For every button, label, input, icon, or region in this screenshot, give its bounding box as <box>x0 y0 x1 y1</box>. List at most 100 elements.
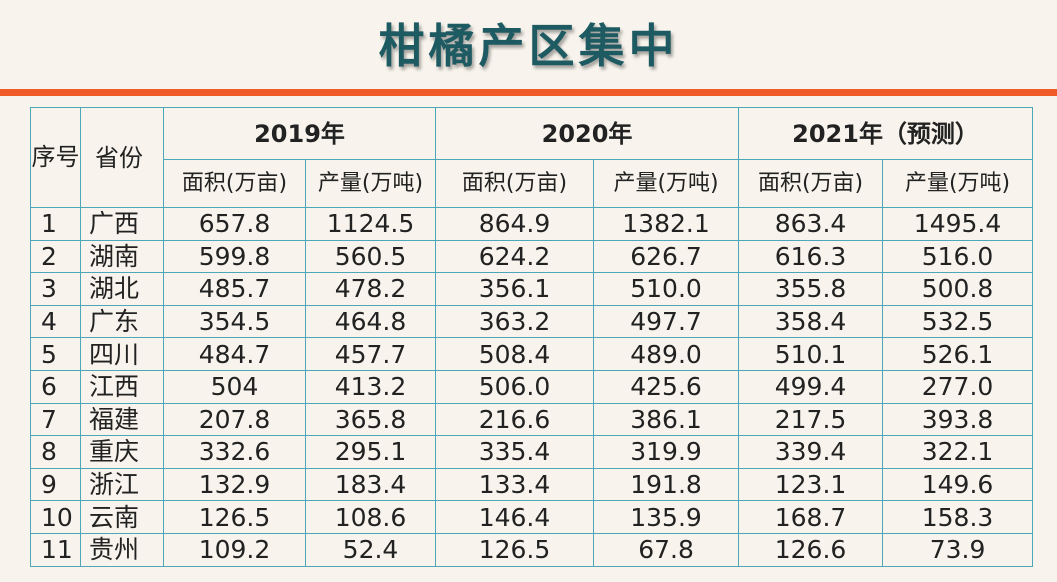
value-cell: 363.2 <box>435 304 595 339</box>
value-cell: 508.4 <box>435 337 595 371</box>
province: 贵州 <box>80 532 164 567</box>
column-header: 面积(万亩) <box>435 159 595 208</box>
province: 广西 <box>80 207 164 241</box>
value-cell: 339.4 <box>738 435 884 469</box>
table-row: 4 广东 354.5 464.8 363.2 497.7 358.4 532.5 <box>30 304 1034 339</box>
value-cell: 386.1 <box>593 402 740 437</box>
value-cell: 126.5 <box>163 500 306 534</box>
value-cell: 149.6 <box>882 467 1034 502</box>
row-index: 9 <box>30 467 81 502</box>
year-header: 2020年 <box>435 107 740 160</box>
value-cell: 358.4 <box>738 304 884 339</box>
table-row: 3 湖北 485.7 478.2 356.1 510.0 355.8 500.8 <box>30 272 1034 306</box>
year-header: 2021年（预测） <box>738 107 1034 160</box>
row-index: 3 <box>30 272 81 306</box>
value-cell: 216.6 <box>435 402 595 437</box>
value-cell: 168.7 <box>738 500 884 534</box>
table-row: 7 福建 207.8 365.8 216.6 386.1 217.5 393.8 <box>30 402 1034 437</box>
province: 四川 <box>80 337 164 371</box>
column-header: 面积(万亩) <box>738 159 884 208</box>
value-cell: 183.4 <box>304 467 437 502</box>
column-header: 产量(万吨) <box>304 159 437 208</box>
row-index: 11 <box>30 532 81 567</box>
row-index: 5 <box>30 337 81 371</box>
divider <box>0 89 1057 96</box>
table-row: 8 重庆 332.6 295.1 335.4 319.9 339.4 322.1 <box>30 435 1034 469</box>
province: 重庆 <box>80 435 164 469</box>
value-cell: 504 <box>163 369 306 404</box>
data-table: 序号 省份 2019年 2020年 2021年（预测） 面积(万亩) 产量(万吨)… <box>30 107 1034 567</box>
value-cell: 126.5 <box>435 532 595 567</box>
province: 湖北 <box>80 272 164 306</box>
province: 浙江 <box>80 467 164 502</box>
value-cell: 277.0 <box>882 369 1034 404</box>
column-header: 产量(万吨) <box>593 159 740 208</box>
value-cell: 217.5 <box>738 402 884 437</box>
row-index: 1 <box>30 207 81 241</box>
value-cell: 864.9 <box>435 207 595 241</box>
value-cell: 657.8 <box>163 207 306 241</box>
value-cell: 484.7 <box>163 337 306 371</box>
value-cell: 319.9 <box>593 435 740 469</box>
province: 湖南 <box>80 239 164 274</box>
table-row: 6 江西 504 413.2 506.0 425.6 499.4 277.0 <box>30 369 1034 404</box>
value-cell: 295.1 <box>304 435 437 469</box>
row-index: 6 <box>30 369 81 404</box>
value-cell: 393.8 <box>882 402 1034 437</box>
value-cell: 526.1 <box>882 337 1034 371</box>
column-header: 产量(万吨) <box>882 159 1034 208</box>
value-cell: 624.2 <box>435 239 595 274</box>
province-header: 省份 <box>80 107 164 208</box>
table-row: 11 贵州 109.2 52.4 126.5 67.8 126.6 73.9 <box>30 532 1034 567</box>
value-cell: 108.6 <box>304 500 437 534</box>
value-cell: 560.5 <box>304 239 437 274</box>
value-cell: 332.6 <box>163 435 306 469</box>
value-cell: 132.9 <box>163 467 306 502</box>
row-index: 10 <box>30 500 81 534</box>
province: 云南 <box>80 500 164 534</box>
value-cell: 485.7 <box>163 272 306 306</box>
value-cell: 126.6 <box>738 532 884 567</box>
value-cell: 67.8 <box>593 532 740 567</box>
value-cell: 207.8 <box>163 402 306 437</box>
value-cell: 510.0 <box>593 272 740 306</box>
table-row: 1 广西 657.8 1124.5 864.9 1382.1 863.4 1495.4 <box>30 207 1034 241</box>
value-cell: 599.8 <box>163 239 306 274</box>
value-cell: 123.1 <box>738 467 884 502</box>
row-index: 4 <box>30 304 81 339</box>
value-cell: 335.4 <box>435 435 595 469</box>
value-cell: 863.4 <box>738 207 884 241</box>
table-row: 9 浙江 132.9 183.4 133.4 191.8 123.1 149.6 <box>30 467 1034 502</box>
value-cell: 1382.1 <box>593 207 740 241</box>
value-cell: 146.4 <box>435 500 595 534</box>
value-cell: 532.5 <box>882 304 1034 339</box>
value-cell: 413.2 <box>304 369 437 404</box>
title: 柑橘产区集中 <box>378 19 679 73</box>
year-header: 2019年 <box>162 107 437 160</box>
value-cell: 322.1 <box>882 435 1034 469</box>
value-cell: 499.4 <box>738 369 884 404</box>
province: 福建 <box>80 402 164 437</box>
value-cell: 489.0 <box>593 337 740 371</box>
value-cell: 516.0 <box>882 239 1034 274</box>
index-header: 序号 <box>30 107 81 208</box>
value-cell: 616.3 <box>738 239 884 274</box>
value-cell: 478.2 <box>304 272 437 306</box>
value-cell: 73.9 <box>882 532 1034 567</box>
value-cell: 510.1 <box>738 337 884 371</box>
row-index: 8 <box>30 435 81 469</box>
value-cell: 365.8 <box>304 402 437 437</box>
value-cell: 191.8 <box>593 467 740 502</box>
table-row: 5 四川 484.7 457.7 508.4 489.0 510.1 526.1 <box>30 337 1034 371</box>
value-cell: 497.7 <box>593 304 740 339</box>
value-cell: 464.8 <box>304 304 437 339</box>
table-row: 2 湖南 599.8 560.5 624.2 626.7 616.3 516.0 <box>30 239 1034 274</box>
value-cell: 356.1 <box>435 272 595 306</box>
row-index: 7 <box>30 402 81 437</box>
value-cell: 425.6 <box>593 369 740 404</box>
value-cell: 133.4 <box>435 467 595 502</box>
province: 广东 <box>80 304 164 339</box>
value-cell: 626.7 <box>593 239 740 274</box>
value-cell: 354.5 <box>163 304 306 339</box>
